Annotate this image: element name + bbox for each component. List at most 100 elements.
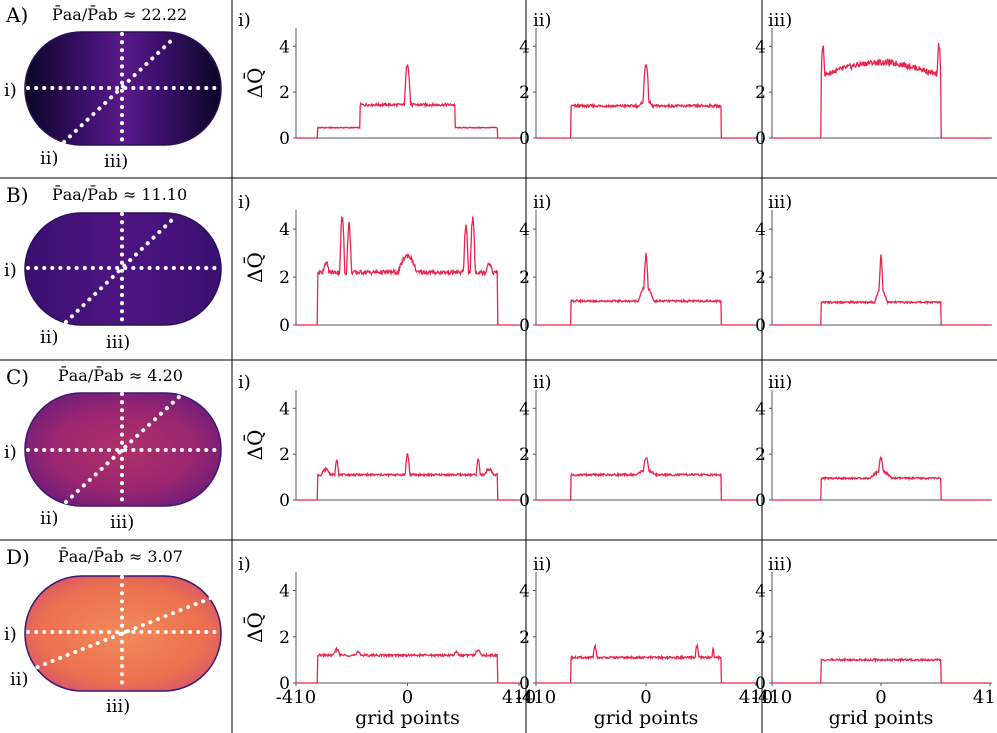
y-tick-label-a-ii-2: 4 <box>519 37 530 57</box>
panel-label-a-iii: iii) <box>768 10 792 31</box>
y-tick-label-d-i-0: 0 <box>279 674 290 694</box>
y-tick-label-d-iii-0: 0 <box>755 674 766 694</box>
y-tick-label-d-ii-2: 4 <box>519 582 530 602</box>
data-line-a-i <box>296 64 519 139</box>
row-b-letter: B) <box>6 183 29 207</box>
cut-line-ii-b <box>64 214 178 324</box>
data-line-c-iii <box>772 455 990 501</box>
y-tick-label-a-iii-2: 4 <box>755 37 766 57</box>
data-line-b-i <box>296 215 519 326</box>
data-line-b-iii <box>772 254 990 326</box>
y-tick-label-b-i-1: 2 <box>279 268 290 288</box>
cut-label-i-a: i) <box>4 80 17 101</box>
y-tick-label-c-i-0: 0 <box>279 491 290 511</box>
y-tick-label-a-i-1: 2 <box>279 83 290 103</box>
row-c-stadium: C) P̄aa/P̄ab ≈ 4.20 i) ii) iii) <box>4 364 222 533</box>
y-axis-label-a: ΔQ̄ <box>242 68 267 99</box>
y-tick-label-d-i-1: 2 <box>279 628 290 648</box>
y-tick-label-a-iii-1: 2 <box>755 83 766 103</box>
row-d-stadium: D) P̄aa/P̄ab ≈ 3.07 i) ii) iii) <box>4 545 222 717</box>
y-tick-label-c-ii-0: 0 <box>519 491 530 511</box>
panel-label-d-i: i) <box>238 554 251 575</box>
data-line-b-ii <box>536 252 756 326</box>
cut-label-iii-d: iii) <box>106 696 130 717</box>
y-tick-label-b-ii-1: 2 <box>519 268 530 288</box>
data-line-a-iii <box>772 43 990 139</box>
y-tick-label-b-i-0: 0 <box>279 316 290 336</box>
panel-label-d-ii: ii) <box>533 554 552 575</box>
y-tick-label-d-i-2: 4 <box>279 582 290 602</box>
y-tick-label-a-iii-0: 0 <box>755 129 766 149</box>
panel-label-d-iii: iii) <box>768 554 792 575</box>
cut-line-ii-a <box>62 35 177 144</box>
y-tick-label-c-i-1: 2 <box>279 445 290 465</box>
row-a-ratio: P̄aa/P̄ab ≈ 22.22 <box>52 3 187 24</box>
panel-label-c-iii: iii) <box>768 372 792 393</box>
x-tick-label-d-iii-2: 410 <box>973 687 997 708</box>
panel-label-b-i: i) <box>238 192 251 213</box>
cut-label-i-c: i) <box>4 442 17 463</box>
panel-label-a-i: i) <box>238 10 251 31</box>
y-axis-label-b: ΔQ̄ <box>242 252 267 283</box>
y-tick-label-a-ii-0: 0 <box>519 129 530 149</box>
row-b-ratio: P̄aa/P̄ab ≈ 11.10 <box>52 183 187 204</box>
y-tick-label-c-ii-2: 4 <box>519 399 530 419</box>
panel-label-a-ii: ii) <box>533 10 552 31</box>
stadium-image-a <box>24 31 222 146</box>
cut-label-iii-a: iii) <box>104 151 128 172</box>
y-tick-label-a-i-0: 0 <box>279 129 290 149</box>
cut-label-i-d: i) <box>4 624 17 645</box>
y-tick-label-c-iii-2: 4 <box>755 399 766 419</box>
y-tick-label-b-iii-2: 4 <box>755 220 766 240</box>
data-line-c-i <box>296 453 519 501</box>
cut-line-ii-d <box>28 594 218 672</box>
panel-label-b-iii: iii) <box>768 192 792 213</box>
y-tick-label-c-ii-1: 2 <box>519 445 530 465</box>
line-plots: i)024ΔQ̄ii)024iii)024i)024ΔQ̄ii)024iii)0… <box>238 10 997 729</box>
row-a-stadium: A) P̄aa/P̄ab ≈ 22.22 i) ii) iii) <box>4 3 222 172</box>
data-line-a-ii <box>536 63 756 139</box>
row-b-stadium: B) P̄aa/P̄ab ≈ 11.10 i) ii) iii) <box>4 183 222 353</box>
y-tick-label-c-iii-0: 0 <box>755 491 766 511</box>
x-tick-label-d-i-1: 0 <box>402 687 413 708</box>
row-d-letter: D) <box>6 545 30 569</box>
data-line-d-i <box>296 646 519 684</box>
row-a-letter: A) <box>5 3 28 27</box>
cut-label-ii-b: ii) <box>40 327 59 348</box>
y-tick-label-b-ii-0: 0 <box>519 316 530 336</box>
y-tick-label-a-ii-1: 2 <box>519 83 530 103</box>
x-tick-label-d-iii-0: -410 <box>752 687 792 708</box>
x-tick-label-d-ii-0: -410 <box>516 687 556 708</box>
cut-label-iii-b: iii) <box>106 332 130 353</box>
x-tick-label-d-ii-2: 410 <box>739 687 773 708</box>
cut-label-iii-c: iii) <box>110 512 134 533</box>
panel-label-c-i: i) <box>238 372 251 393</box>
panel-label-c-ii: ii) <box>533 372 552 393</box>
y-tick-label-d-ii-0: 0 <box>519 674 530 694</box>
row-d-ratio: P̄aa/P̄ab ≈ 3.07 <box>58 545 183 566</box>
panel-label-b-ii: ii) <box>533 192 552 213</box>
y-tick-label-b-ii-2: 4 <box>519 220 530 240</box>
x-axis-label-i: grid points <box>355 707 460 729</box>
y-axis-label-d: ΔQ̄ <box>242 612 267 643</box>
cut-label-i-b: i) <box>4 260 17 281</box>
y-tick-label-c-iii-1: 2 <box>755 445 766 465</box>
data-line-c-ii <box>536 457 756 501</box>
y-tick-label-a-i-2: 4 <box>279 37 290 57</box>
data-line-d-iii <box>772 657 990 684</box>
y-axis-label-c: ΔQ̄ <box>242 430 267 461</box>
y-tick-label-b-iii-1: 2 <box>755 268 766 288</box>
x-tick-label-d-iii-1: 0 <box>875 687 886 708</box>
x-axis-label-iii: grid points <box>829 707 934 729</box>
row-c-letter: C) <box>6 365 29 389</box>
cut-label-ii-c: ii) <box>40 508 59 529</box>
x-tick-label-d-ii-1: 0 <box>640 687 651 708</box>
cut-line-ii-c <box>64 394 182 504</box>
data-line-d-ii <box>536 642 756 684</box>
y-tick-label-c-i-2: 4 <box>279 399 290 419</box>
x-tick-label-d-i-2: 410 <box>502 687 536 708</box>
row-c-ratio: P̄aa/P̄ab ≈ 4.20 <box>58 364 183 385</box>
y-tick-label-d-iii-1: 2 <box>755 628 766 648</box>
y-tick-label-d-ii-1: 2 <box>519 628 530 648</box>
